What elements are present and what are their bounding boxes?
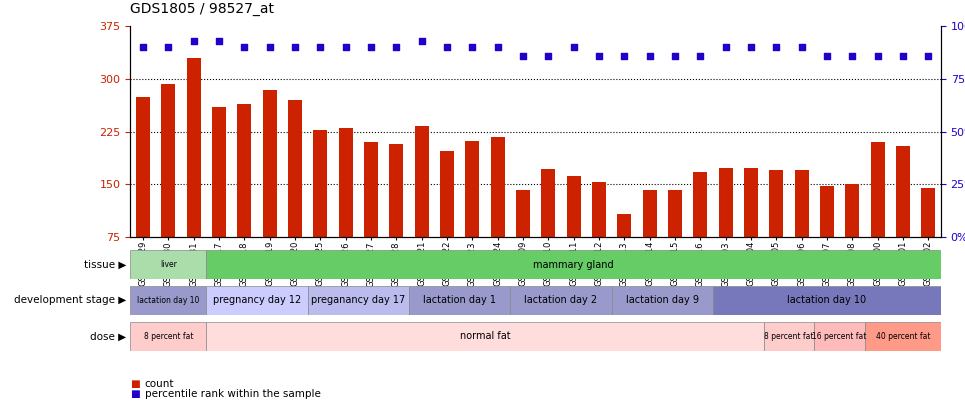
Point — [718, 44, 733, 51]
Bar — [130, 250, 207, 279]
Bar — [719, 168, 732, 290]
Text: liver: liver — [160, 260, 177, 269]
Bar — [186, 58, 201, 290]
Point — [540, 53, 556, 59]
Bar — [490, 136, 505, 290]
Text: lactation day 2: lactation day 2 — [524, 295, 597, 305]
Bar — [161, 84, 176, 290]
Text: GDS1805 / 98527_at: GDS1805 / 98527_at — [130, 2, 274, 16]
Bar — [744, 168, 758, 290]
Text: mammary gland: mammary gland — [534, 260, 614, 270]
Point — [592, 53, 607, 59]
Point — [667, 53, 682, 59]
Text: 8 percent fat: 8 percent fat — [764, 332, 813, 341]
Bar — [713, 286, 941, 315]
Point — [211, 38, 227, 44]
Bar — [516, 190, 530, 290]
Point — [389, 44, 404, 51]
Point — [439, 44, 455, 51]
Bar — [668, 190, 682, 290]
Text: dose ▶: dose ▶ — [91, 331, 126, 341]
Point — [819, 53, 835, 59]
Bar — [845, 184, 859, 290]
Point — [338, 44, 353, 51]
Point — [160, 44, 176, 51]
Bar — [237, 104, 251, 290]
Text: preganancy day 17: preganancy day 17 — [311, 295, 405, 305]
Point — [794, 44, 810, 51]
Text: normal fat: normal fat — [459, 331, 510, 341]
Bar — [763, 322, 814, 351]
Point — [236, 44, 252, 51]
Point — [288, 44, 303, 51]
Text: tissue ▶: tissue ▶ — [84, 260, 126, 270]
Bar — [865, 322, 941, 351]
Bar — [207, 322, 763, 351]
Text: lactation day 1: lactation day 1 — [423, 295, 496, 305]
Text: percentile rank within the sample: percentile rank within the sample — [145, 389, 320, 399]
Bar — [510, 286, 612, 315]
Point — [135, 44, 151, 51]
Bar — [465, 141, 480, 290]
Bar — [693, 172, 707, 290]
Bar — [440, 151, 454, 290]
Point — [464, 44, 480, 51]
Text: ■: ■ — [130, 389, 140, 399]
Point — [515, 53, 531, 59]
Point — [693, 53, 708, 59]
Point — [617, 53, 632, 59]
Bar — [814, 322, 865, 351]
Bar — [643, 190, 656, 290]
Bar — [896, 146, 910, 290]
Bar — [207, 286, 308, 315]
Point — [490, 44, 506, 51]
Text: pregnancy day 12: pregnancy day 12 — [213, 295, 301, 305]
Point — [768, 44, 784, 51]
Text: 16 percent fat: 16 percent fat — [813, 332, 867, 341]
Bar — [870, 142, 885, 290]
Bar — [612, 286, 713, 315]
Point — [262, 44, 277, 51]
Bar — [769, 170, 784, 290]
Point — [743, 44, 758, 51]
Point — [642, 53, 657, 59]
Bar — [409, 286, 510, 315]
Bar — [389, 144, 403, 290]
Bar — [308, 286, 409, 315]
Bar — [136, 96, 150, 290]
Text: development stage ▶: development stage ▶ — [14, 295, 126, 305]
Bar — [592, 182, 606, 290]
Bar — [212, 107, 226, 290]
Point — [414, 38, 429, 44]
Point — [313, 44, 328, 51]
Point — [921, 53, 936, 59]
Point — [844, 53, 860, 59]
Point — [186, 38, 202, 44]
Bar — [130, 322, 207, 351]
Bar — [130, 286, 207, 315]
Bar — [364, 142, 378, 290]
Bar — [288, 100, 302, 290]
Text: lactation day 10: lactation day 10 — [787, 295, 867, 305]
Bar — [314, 130, 327, 290]
Bar — [794, 170, 809, 290]
Bar — [262, 90, 277, 290]
Bar — [820, 185, 834, 290]
Bar — [618, 215, 631, 290]
Text: 8 percent fat: 8 percent fat — [144, 332, 193, 341]
Bar — [415, 126, 428, 290]
Bar — [566, 176, 581, 290]
Point — [896, 53, 911, 59]
Point — [565, 44, 581, 51]
Point — [363, 44, 378, 51]
Text: ■: ■ — [130, 379, 140, 389]
Bar — [339, 128, 352, 290]
Text: 40 percent fat: 40 percent fat — [875, 332, 930, 341]
Text: lactation day 10: lactation day 10 — [137, 296, 200, 305]
Point — [869, 53, 885, 59]
Bar — [922, 188, 935, 290]
Text: lactation day 9: lactation day 9 — [625, 295, 699, 305]
Bar — [541, 169, 555, 290]
Text: count: count — [145, 379, 175, 389]
